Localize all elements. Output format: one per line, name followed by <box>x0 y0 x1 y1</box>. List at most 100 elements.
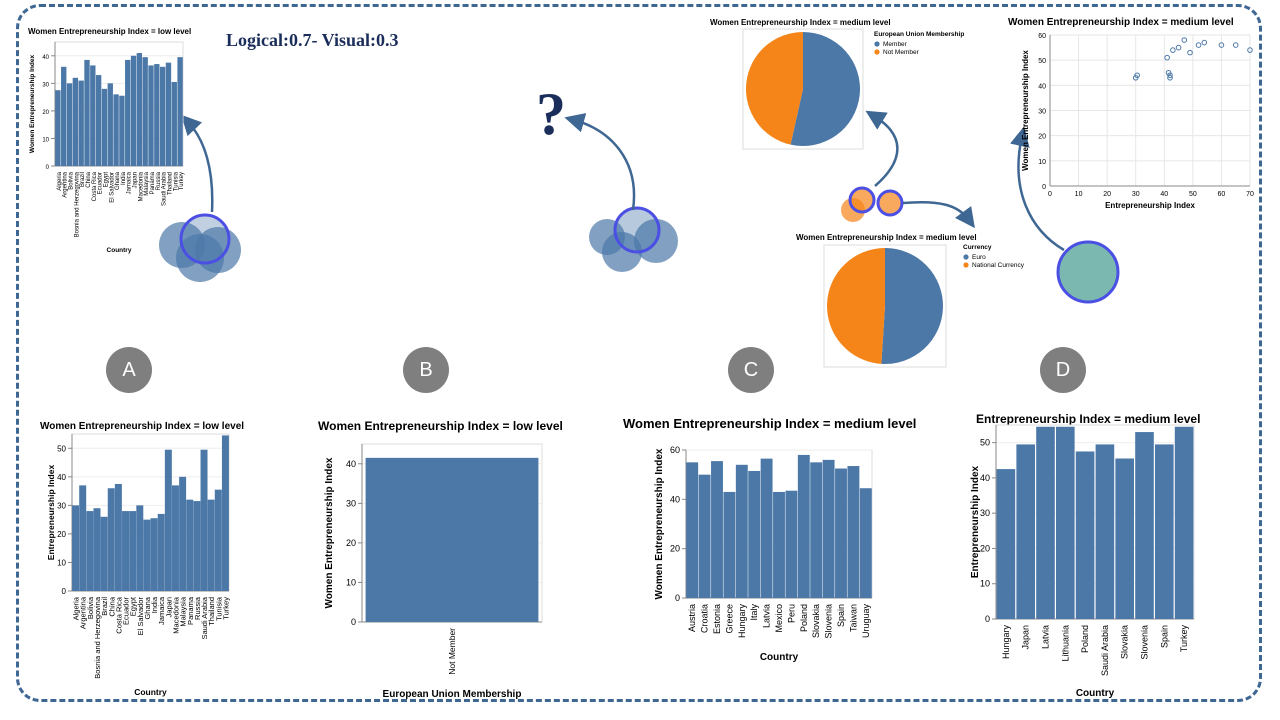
option-c-bar-chart: Women Entrepreneurship Index = medium le… <box>623 416 916 663</box>
arrow-to-pie-eu <box>865 110 899 187</box>
legend-swatch <box>874 49 880 55</box>
x-tick-label: 60 <box>1218 191 1226 198</box>
y-axis-label: Entrepreneurship Index <box>46 465 56 561</box>
x-axis-label: Country <box>107 247 132 254</box>
x-tick-label: Jamaica <box>157 596 166 625</box>
legend-label: Member <box>883 41 908 48</box>
bar <box>148 65 154 166</box>
x-tick-label: Thailand <box>167 172 173 195</box>
x-tick-label: Egypt <box>103 172 109 188</box>
bar <box>214 489 222 591</box>
bar <box>698 474 711 598</box>
y-tick-label: 20 <box>670 544 680 554</box>
y-tick-label: 30 <box>346 498 356 508</box>
y-tick-label: 50 <box>980 438 990 448</box>
node <box>176 234 224 282</box>
x-tick-label: Saudi Arabia <box>162 171 168 206</box>
legend-title: European Union Membership <box>874 31 964 38</box>
chart-title: Women Entrepreneurship Index = medium le… <box>1008 17 1234 28</box>
x-axis-label: Country <box>760 652 799 663</box>
top-d-scatter-chart: Women Entrepreneurship Index = medium le… <box>1008 17 1254 210</box>
bar <box>114 483 122 591</box>
scatter-point <box>1247 47 1253 53</box>
x-tick-label: Lithuania <box>1060 625 1070 662</box>
bar <box>186 499 194 591</box>
x-tick-label: Argentina <box>79 596 88 629</box>
scatter-point <box>1181 37 1188 43</box>
scatter-point <box>1134 72 1140 79</box>
arrow-to-scatter <box>1010 126 1065 252</box>
x-axis-label: Country <box>134 687 167 697</box>
selected-node <box>1056 240 1120 304</box>
y-tick-label: 20 <box>1038 134 1046 141</box>
node <box>602 232 642 272</box>
x-tick-label: Latvia <box>1041 625 1051 649</box>
bar <box>735 464 748 598</box>
x-tick-label: Austria <box>687 604 697 632</box>
x-axis-label: Country <box>1076 688 1115 699</box>
x-tick-label: Ecuador <box>122 597 131 625</box>
y-tick-label: 60 <box>670 445 680 455</box>
bar <box>785 490 798 598</box>
option-a-label[interactable]: A <box>106 347 152 393</box>
bar <box>150 518 158 591</box>
scatter-point <box>1170 47 1176 53</box>
bar <box>1174 426 1194 619</box>
option-b-label[interactable]: B <box>403 347 449 393</box>
x-tick-label: Algeria <box>72 596 81 620</box>
bar <box>107 83 113 166</box>
bar <box>66 83 73 166</box>
y-tick-label: 0 <box>675 593 680 603</box>
bar <box>159 66 166 166</box>
scatter-point <box>1167 72 1173 79</box>
option-d-label[interactable]: D <box>1040 347 1086 393</box>
y-tick-label: 0 <box>1042 184 1046 191</box>
y-tick-label: 40 <box>670 494 680 504</box>
x-tick-label: Brazil <box>100 597 109 616</box>
x-tick-label: Mexico <box>774 604 784 633</box>
x-axis-label: European Union Membership <box>383 689 522 700</box>
legend-title: Currency <box>963 244 992 251</box>
x-tick-label: Spain <box>836 604 846 627</box>
x-tick-label: 70 <box>1246 191 1254 198</box>
option-c-label[interactable]: C <box>728 347 774 393</box>
option-a-bar-chart: Women Entrepreneurship Index = low level… <box>40 421 244 697</box>
x-tick-label: Malaysia <box>144 171 150 195</box>
bar <box>835 468 847 598</box>
x-tick-label: Ghana <box>115 171 121 190</box>
x-tick-label: Thailand <box>207 597 216 626</box>
selected-node <box>876 189 904 217</box>
x-tick-label: Egypt <box>129 596 138 616</box>
x-tick-label: 40 <box>1160 191 1168 198</box>
x-tick-label: Italy <box>749 604 759 621</box>
y-tick-label: 30 <box>42 82 49 88</box>
y-tick-label: 40 <box>980 473 990 483</box>
bar <box>113 94 119 166</box>
y-axis-label: Women Entrepreneurship Index <box>324 457 335 608</box>
y-tick-label: 60 <box>1038 33 1046 40</box>
y-tick-label: 20 <box>980 543 990 553</box>
legend-label: Euro <box>972 254 986 261</box>
bar <box>822 459 835 598</box>
x-tick-label: Bosnia and Herzegovina <box>74 171 80 237</box>
bar <box>119 95 125 166</box>
option-d-bar-chart: Entrepreneurship Index = medium level 0 10… <box>970 412 1200 699</box>
x-tick-label: Slovakia <box>1120 625 1130 659</box>
x-tick-label: Peru <box>786 604 796 623</box>
x-tick-label: Bolivia <box>86 596 95 619</box>
y-axis-label: Women Entrepreneurship Index <box>654 448 665 599</box>
bar <box>72 77 79 166</box>
plot-frame <box>823 244 947 368</box>
bar <box>142 57 148 166</box>
scatter-point <box>1232 42 1239 48</box>
x-tick-label: Costa Rica <box>92 171 98 201</box>
bar <box>996 469 1016 619</box>
y-axis-label: Women Entrepreneurship Index <box>1021 50 1030 171</box>
bar <box>93 508 101 591</box>
bar <box>136 505 144 591</box>
x-tick-label: India <box>121 171 127 185</box>
bar <box>100 516 108 591</box>
x-tick-label: Tunisia <box>214 596 223 621</box>
bar <box>1036 426 1055 619</box>
x-tick-label: Ghana <box>143 596 152 619</box>
